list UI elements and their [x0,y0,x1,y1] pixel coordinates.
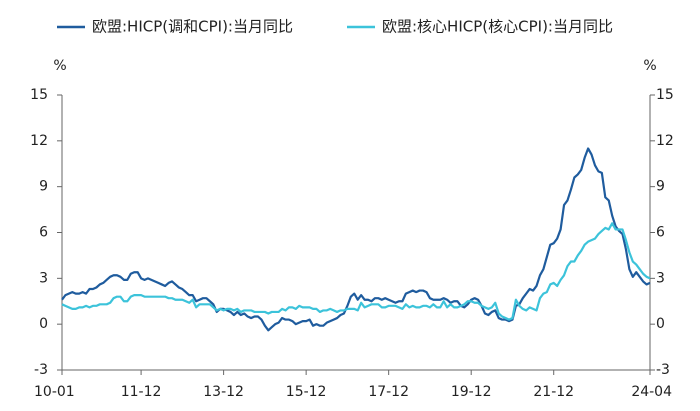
legend-label: 欧盟:核心HICP(核心CPI):当月同比 [382,18,613,36]
y-tick-label: 0 [39,316,48,332]
y2-tick-label: 3 [656,270,665,286]
x-tick-label: 17-12 [368,384,409,400]
y-tick-label: 15 [30,87,48,103]
y2-tick-label: 9 [656,179,665,195]
y2-tick-label: 0 [656,316,665,332]
y-tick-label: 9 [39,179,48,195]
x-tick-label: 13-12 [203,384,244,400]
y2-axis-unit: % [643,58,656,74]
y-tick-label: 6 [39,225,48,241]
series-line [61,147,651,332]
y-tick-label: 3 [39,270,48,286]
y2-tick-label: 15 [656,87,674,103]
legend-label: 欧盟:HICP(调和CPI):当月同比 [92,18,293,36]
y2-tick-label: 6 [656,225,665,241]
y-tick-label: -3 [34,362,48,378]
y2-tick-label: -3 [656,362,670,378]
x-tick-label: 11-12 [121,384,162,400]
x-tick-label: 24-04 [631,384,672,400]
x-tick-label: 15-12 [286,384,327,400]
x-tick-label: 10-01 [34,384,75,400]
series-line [61,222,651,321]
x-tick-label: 21-12 [533,384,574,400]
y2-tick-label: 12 [656,133,674,149]
x-tick-label: 19-12 [451,384,492,400]
y-tick-label: 12 [30,133,48,149]
y-axis-unit: % [53,58,66,74]
